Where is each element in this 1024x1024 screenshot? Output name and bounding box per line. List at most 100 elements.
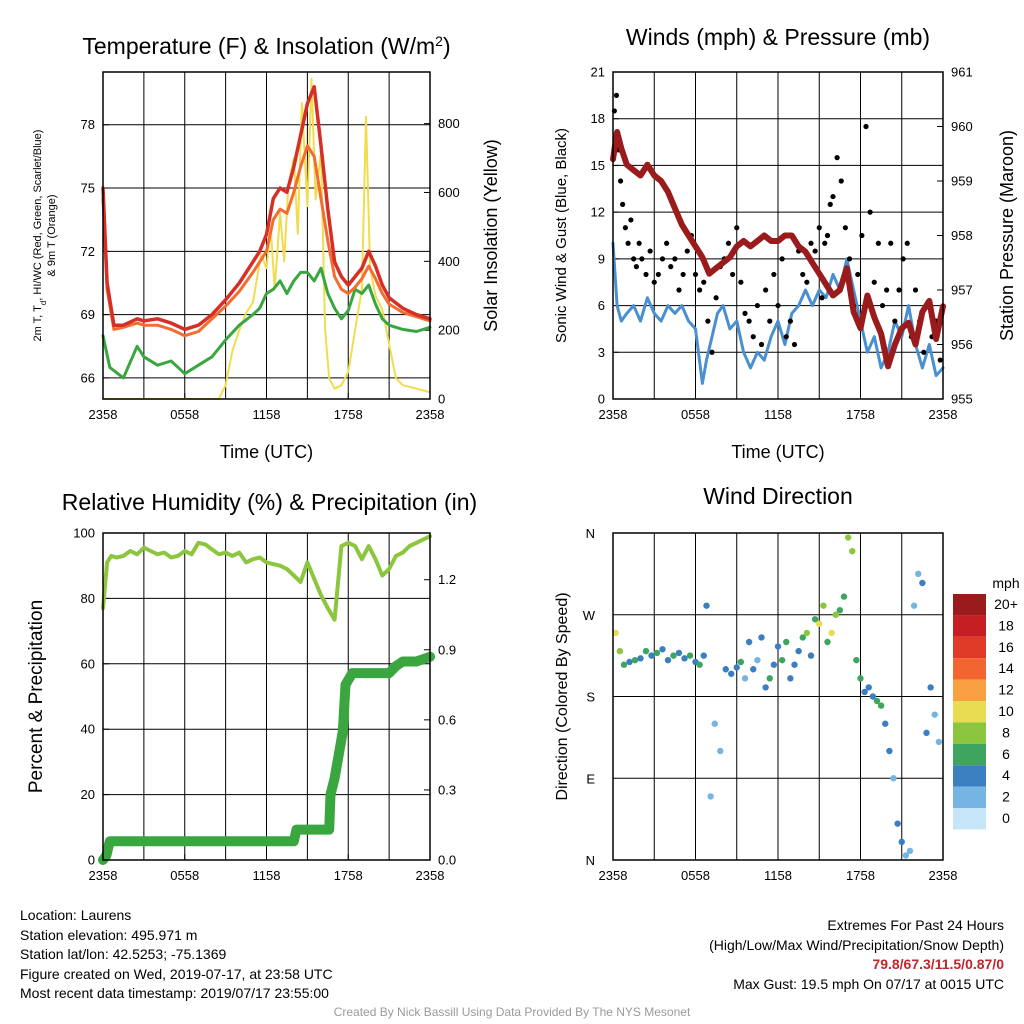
series-station-pressure — [610, 129, 946, 370]
y-right-tick-label: 0 — [438, 392, 445, 407]
panel-2: 2358 0558 1158 1758 235803691215182195595695… — [553, 24, 1017, 462]
gust-point — [684, 248, 690, 254]
chart-title: Relative Humidity (%) & Precipitation (i… — [62, 489, 477, 515]
extremes-title: Extremes For Past 24 Hours — [827, 917, 1004, 933]
x-tick-label: 2358 — [416, 868, 445, 883]
gust-point — [625, 240, 631, 246]
gust-point — [775, 302, 781, 309]
gust-point — [816, 225, 822, 231]
gust-point — [738, 279, 744, 285]
gust-point — [639, 256, 645, 262]
x-tick-label: 0558 — [681, 407, 710, 422]
gust-point — [659, 256, 666, 262]
direction-point — [664, 656, 672, 664]
direction-point — [811, 616, 819, 623]
gust-point — [628, 217, 634, 223]
y-tick-label: 9 — [598, 251, 605, 266]
x-tick-label: 0558 — [170, 407, 199, 422]
direction-point — [637, 655, 644, 662]
direction-point — [722, 666, 729, 673]
gust-point — [705, 318, 711, 324]
y-tick-label: 0 — [598, 392, 605, 407]
gust-point — [892, 318, 898, 324]
x-tick-label: 1758 — [334, 868, 363, 883]
colorbar-label: 8 — [1002, 724, 1010, 740]
gust-point — [875, 240, 881, 246]
colorbar-label: 14 — [998, 660, 1014, 676]
direction-point — [659, 646, 666, 653]
gust-point — [904, 240, 910, 246]
direction-point — [620, 661, 628, 668]
gust-point — [713, 295, 719, 301]
gust-point — [622, 225, 628, 231]
panel-4: 2358 0558 1158 1758 2358 N E S W N Wind Direction D… — [554, 483, 1020, 883]
direction-point — [787, 675, 794, 682]
gust-point — [863, 123, 869, 130]
y-tick-label: 100 — [73, 526, 95, 541]
colorbar-swatch — [953, 722, 986, 744]
gust-point — [888, 240, 894, 246]
y-tick-label: 78 — [81, 117, 95, 132]
x-tick-label: 2358 — [89, 407, 118, 422]
direction-point — [882, 720, 889, 727]
direction-point — [795, 647, 802, 655]
y-right-tick-label: 0.0 — [438, 853, 456, 868]
colorbar-swatch — [953, 743, 986, 766]
direction-point — [840, 593, 848, 600]
gust-point — [672, 256, 678, 262]
x-tick-label: 1158 — [253, 868, 281, 883]
direction-point — [869, 693, 877, 700]
direction-point — [670, 652, 677, 659]
colorbar-swatch — [953, 594, 986, 616]
plot-border — [612, 71, 944, 400]
y-tick-label: N — [586, 526, 595, 541]
gust-point — [830, 193, 836, 200]
extremes-values: 79.8/67.3/11.5/0.87/0 — [872, 956, 1004, 972]
x-tick-label: 0558 — [170, 868, 199, 883]
y-axis-label-line2: & 9m T (Orange) — [46, 194, 58, 276]
direction-point — [745, 638, 753, 646]
gust-point — [676, 287, 682, 293]
y-right-tick-label: 200 — [438, 323, 460, 338]
gust-point — [846, 256, 853, 262]
gust-point — [871, 279, 877, 285]
gust-point — [937, 357, 943, 363]
gust-point — [834, 155, 840, 161]
direction-point — [616, 647, 624, 655]
y-tick-label: 66 — [81, 370, 95, 385]
panel-3: 2358 0558 1158 1758 23580204060801000.00.30.… — [26, 489, 477, 883]
direction-point — [750, 666, 757, 673]
location-text: Location: Laurens — [20, 907, 132, 923]
direction-point — [894, 820, 901, 827]
gust-point — [633, 264, 639, 270]
direction-point — [778, 656, 786, 664]
direction-point — [861, 688, 868, 696]
direction-point — [681, 655, 688, 662]
colorbar-label: 12 — [998, 682, 1014, 698]
gust-point — [767, 318, 773, 324]
x-axis-label: Time (UTC) — [731, 442, 824, 462]
y-tick-label: 6 — [598, 298, 605, 313]
gust-point — [754, 302, 760, 309]
y-right-tick-label: 800 — [438, 116, 460, 131]
gust-point — [636, 240, 642, 246]
x-tick-label: 1158 — [253, 407, 281, 422]
gust-point — [697, 287, 703, 293]
direction-point — [717, 747, 724, 755]
direction-point — [612, 629, 619, 637]
x-tick-label: 0558 — [681, 868, 710, 883]
direction-point — [931, 711, 938, 718]
direction-point — [653, 649, 661, 657]
direction-point — [803, 629, 811, 637]
direction-point — [770, 661, 778, 668]
direction-point — [686, 652, 694, 659]
gust-point — [613, 92, 620, 98]
direction-point — [774, 643, 782, 650]
colorbar-label: 20+ — [994, 596, 1018, 612]
chart-title: Wind Direction — [703, 483, 853, 509]
gust-point — [912, 287, 919, 293]
x-tick-label: 1758 — [846, 407, 875, 422]
y-axis-label: 2m T, Td, HI/WC (Red, Green, Scarlet/Blu… — [32, 130, 48, 342]
gust-point — [750, 334, 756, 340]
colorbar-label: 4 — [1002, 767, 1010, 783]
